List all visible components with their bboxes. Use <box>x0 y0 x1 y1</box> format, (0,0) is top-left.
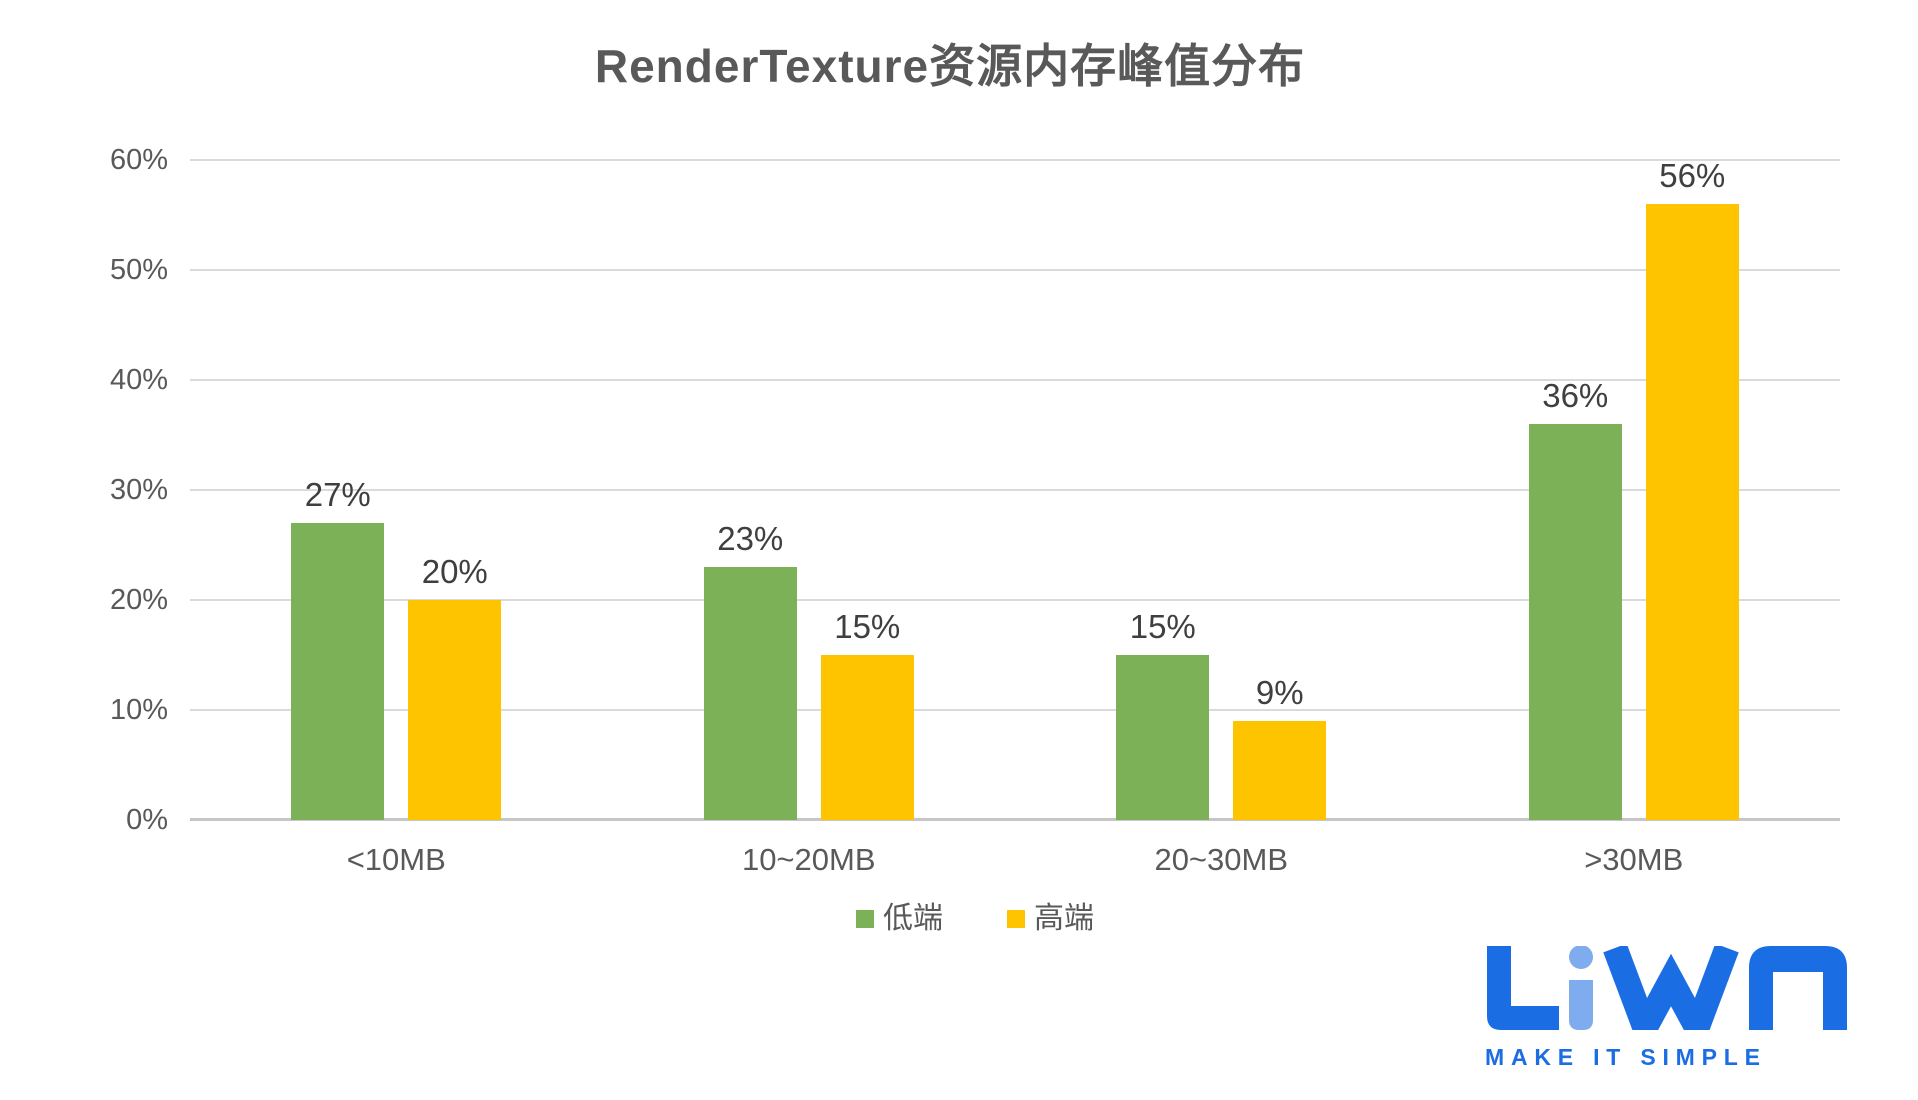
liwa-logo: MAKE IT SIMPLE <box>1485 946 1849 1071</box>
x-category-label-3: >30MB <box>1584 842 1684 877</box>
y-tick-label: 20% <box>109 584 168 616</box>
bar-low-end-2 <box>1116 655 1210 820</box>
data-label-high-end-3: 56% <box>1659 157 1726 194</box>
data-label-low-end-2: 15% <box>1129 608 1196 645</box>
logo-letter-i-dot <box>1569 946 1593 969</box>
x-category-label-1: 10~20MB <box>741 842 876 877</box>
legend: 低端 高端 <box>0 902 1918 936</box>
legend-label-low-end: 低端 <box>883 902 943 935</box>
logo-letter-i-stem <box>1569 980 1593 1030</box>
bar-high-end-1 <box>820 655 914 820</box>
data-label-high-end-2: 9% <box>1255 674 1304 711</box>
bar-low-end-1 <box>703 567 797 820</box>
bar-high-end-3 <box>1645 204 1739 820</box>
bar-high-end-0 <box>408 600 502 820</box>
legend-item-low-end: 低端 <box>856 902 943 936</box>
y-tick-label: 30% <box>109 474 168 506</box>
liwa-logo-mark <box>1487 946 1847 1030</box>
liwa-tagline: MAKE IT SIMPLE <box>1485 1044 1767 1070</box>
legend-swatch-low-end <box>856 910 874 928</box>
y-tick-label: 10% <box>109 694 168 726</box>
bar-high-end-2 <box>1233 721 1327 820</box>
gridline <box>190 599 1840 601</box>
y-tick-label: 0% <box>126 804 168 836</box>
y-tick-label: 40% <box>109 364 168 396</box>
bar-low-end-0 <box>291 523 385 820</box>
data-label-high-end-1: 15% <box>834 608 901 645</box>
data-label-low-end-0: 27% <box>304 476 371 513</box>
logo-letter-a <box>1749 946 1847 1030</box>
gridline <box>190 269 1840 271</box>
gridline <box>190 159 1840 161</box>
data-label-high-end-0: 20% <box>421 553 488 590</box>
legend-item-high-end: 高端 <box>1007 902 1094 936</box>
chart-title: RenderTexture资源内存峰值分布 <box>594 40 1306 92</box>
data-label-low-end-3: 36% <box>1542 377 1609 414</box>
gridline <box>190 709 1840 711</box>
bar-low-end-3 <box>1528 424 1622 820</box>
logo-letter-w <box>1603 946 1739 1030</box>
y-tick-label: 50% <box>109 254 168 286</box>
logo-letter-l <box>1487 946 1559 1030</box>
gridline <box>190 489 1840 491</box>
x-category-label-0: <10MB <box>346 842 446 877</box>
legend-label-high-end: 高端 <box>1034 902 1094 935</box>
y-tick-label: 60% <box>109 144 168 176</box>
legend-swatch-high-end <box>1007 910 1025 928</box>
x-axis-line <box>190 818 1840 821</box>
gridline <box>190 379 1840 381</box>
data-label-low-end-1: 23% <box>717 520 784 557</box>
x-category-label-2: 20~30MB <box>1154 842 1289 877</box>
